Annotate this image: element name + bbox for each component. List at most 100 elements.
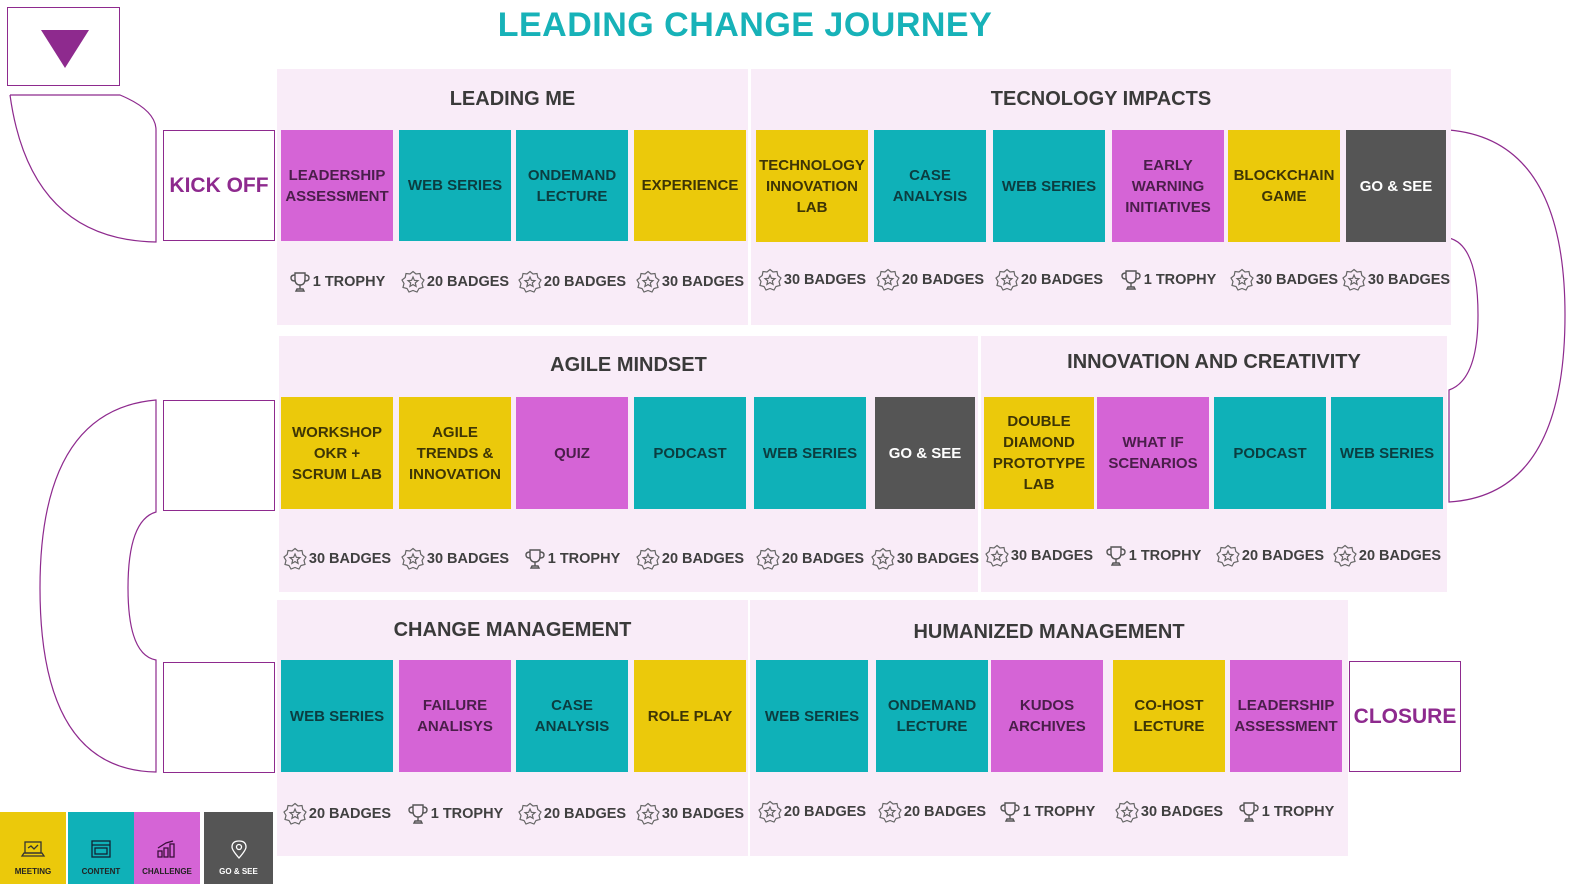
activity-card-gosee[interactable]: GO & SEE xyxy=(875,397,975,509)
activity-card-meeting[interactable]: AGILE TRENDS & INNOVATION xyxy=(399,397,511,509)
activity-card-content[interactable]: WEB SERIES xyxy=(399,130,511,241)
activity-card-content[interactable]: WEB SERIES xyxy=(756,660,868,772)
reward: 30 BADGES xyxy=(748,266,876,294)
reward: 30 BADGES xyxy=(391,545,519,573)
badge-icon xyxy=(401,270,425,293)
reward: 30 BADGES xyxy=(1105,798,1233,826)
reward-label: 1 TROPHY xyxy=(312,274,386,290)
trophy-icon xyxy=(1106,546,1126,566)
reward: 20 BADGES xyxy=(746,545,874,573)
reward-label: 30 BADGES xyxy=(1140,804,1224,820)
reward-label: 20 BADGES xyxy=(661,551,745,567)
reward-label: 1 TROPHY xyxy=(1261,804,1335,820)
badge-icon xyxy=(1333,544,1357,567)
laptop-icon xyxy=(20,841,46,857)
legend-label: MEETING xyxy=(14,867,52,876)
reward: 20 BADGES xyxy=(748,798,876,826)
connector-box xyxy=(163,662,275,773)
activity-card-challenge[interactable]: QUIZ xyxy=(516,397,628,509)
reward-label: 20 BADGES xyxy=(901,272,985,288)
activity-card-content[interactable]: CASE ANALYSIS xyxy=(516,660,628,772)
page-title: LEADING CHANGE JOURNEY xyxy=(497,6,993,44)
legend-item-content: CONTENT xyxy=(68,812,134,884)
trophy-icon xyxy=(408,804,428,824)
track-curve-start xyxy=(9,94,157,243)
activity-card-challenge[interactable]: WHAT IF SCENARIOS xyxy=(1097,397,1209,509)
reward-label: 20 BADGES xyxy=(781,551,865,567)
section-title: AGILE MINDSET xyxy=(550,354,707,376)
reward-label: 30 BADGES xyxy=(661,274,745,290)
activity-card-meeting[interactable]: DOUBLE DIAMOND PROTOTYPE LAB xyxy=(984,397,1094,509)
reward: 1 TROPHY xyxy=(983,798,1111,826)
reward-label: 20 BADGES xyxy=(543,274,627,290)
reward: 1 TROPHY xyxy=(508,545,636,573)
section-title: CHANGE MANAGEMENT xyxy=(393,619,632,641)
activity-card-content[interactable]: WEB SERIES xyxy=(993,130,1105,242)
growth-chart-icon xyxy=(157,840,175,858)
kick-off-box: KICK OFF xyxy=(163,130,275,241)
badge-icon xyxy=(1230,268,1254,291)
reward: 1 TROPHY xyxy=(273,268,401,296)
activity-card-content[interactable]: ONDEMAND LECTURE xyxy=(876,660,988,772)
badge-icon xyxy=(1115,800,1139,823)
activity-card-content[interactable]: WEB SERIES xyxy=(1331,397,1443,509)
activity-card-challenge[interactable]: EARLY WARNING INITIATIVES xyxy=(1112,130,1224,242)
activity-card-meeting[interactable]: ROLE PLAY xyxy=(634,660,746,772)
reward: 30 BADGES xyxy=(867,545,983,573)
play-down-triangle-icon xyxy=(41,30,89,68)
reward: 20 BADGES xyxy=(985,266,1113,294)
reward-label: 30 BADGES xyxy=(1255,272,1339,288)
trophy-icon xyxy=(290,272,310,292)
activity-card-meeting[interactable]: BLOCKCHAIN GAME xyxy=(1228,130,1340,242)
reward-label: 20 BADGES xyxy=(783,804,867,820)
reward: 30 BADGES xyxy=(976,542,1102,570)
activity-card-content[interactable]: PODCAST xyxy=(634,397,746,509)
activity-card-content[interactable]: PODCAST xyxy=(1214,397,1326,509)
activity-card-meeting[interactable]: EXPERIENCE xyxy=(634,130,746,241)
activity-card-meeting[interactable]: WORKSHOP OKR + SCRUM LAB xyxy=(281,397,393,509)
badge-icon xyxy=(876,268,900,291)
badge-icon xyxy=(878,800,902,823)
reward: 20 BADGES xyxy=(626,545,754,573)
badge-icon xyxy=(401,547,425,570)
reward-label: 30 BADGES xyxy=(308,551,392,567)
legend-label: CHALLENGE xyxy=(142,867,192,876)
play-button[interactable] xyxy=(7,7,120,86)
activity-card-content[interactable]: WEB SERIES xyxy=(281,660,393,772)
badge-icon xyxy=(1342,268,1366,291)
reward-label: 30 BADGES xyxy=(783,272,867,288)
badge-icon xyxy=(871,547,895,570)
reward-label: 20 BADGES xyxy=(903,804,987,820)
activity-card-challenge[interactable]: LEADERSHIP ASSESSMENT xyxy=(1230,660,1342,772)
reward-label: 20 BADGES xyxy=(426,274,510,290)
legend-item-challenge: CHALLENGE xyxy=(134,812,200,884)
badge-icon xyxy=(758,800,782,823)
reward: 20 BADGES xyxy=(1323,542,1451,570)
connector-box xyxy=(163,400,275,511)
legend-item-meeting: MEETING xyxy=(0,812,66,884)
legend-label: GO & SEE xyxy=(219,867,258,876)
activity-card-content[interactable]: ONDEMAND LECTURE xyxy=(516,130,628,241)
badge-icon xyxy=(636,547,660,570)
section-title: HUMANIZED MANAGEMENT xyxy=(913,621,1185,643)
track-curve-left xyxy=(39,399,157,773)
reward-label: 20 BADGES xyxy=(308,806,392,822)
reward-label: 30 BADGES xyxy=(896,551,980,567)
activity-card-meeting[interactable]: TECHNOLOGY INNOVATION LAB xyxy=(756,130,868,242)
activity-card-meeting[interactable]: CO-HOST LECTURE xyxy=(1113,660,1225,772)
activity-card-content[interactable]: WEB SERIES xyxy=(754,397,866,509)
activity-card-challenge[interactable]: FAILURE ANALISYS xyxy=(399,660,511,772)
reward: 30 BADGES xyxy=(273,545,401,573)
reward: 20 BADGES xyxy=(273,800,401,828)
closure-box: CLOSURE xyxy=(1349,661,1461,772)
activity-card-content[interactable]: CASE ANALYSIS xyxy=(874,130,986,242)
activity-card-challenge[interactable]: KUDOS ARCHIVES xyxy=(991,660,1103,772)
activity-card-gosee[interactable]: GO & SEE xyxy=(1346,130,1446,242)
badge-icon xyxy=(636,802,660,825)
reward: 20 BADGES xyxy=(866,266,994,294)
badge-icon xyxy=(283,802,307,825)
trophy-icon xyxy=(1121,270,1141,290)
reward-label: 30 BADGES xyxy=(661,806,745,822)
activity-card-challenge[interactable]: LEADERSHIP ASSESSMENT xyxy=(281,130,393,241)
reward-label: 20 BADGES xyxy=(1358,548,1442,564)
